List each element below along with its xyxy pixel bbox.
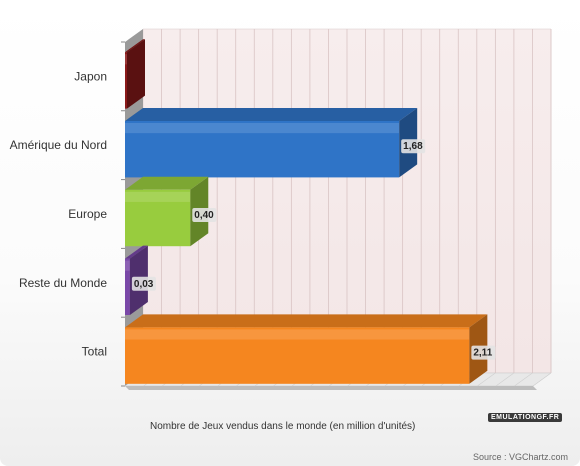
category-label: Japon — [74, 69, 107, 83]
value-label-box — [401, 139, 426, 154]
chart-floor-edge — [125, 386, 537, 390]
category-label: Europe — [68, 207, 107, 221]
bar-top-face — [125, 176, 209, 190]
bar-highlight — [125, 122, 400, 134]
bar-highlight — [125, 260, 130, 271]
bar-top-face — [125, 245, 148, 259]
source-credit: Source : VGChartz.com — [472, 452, 568, 462]
bar-highlight — [125, 54, 127, 65]
value-label: 1,68 — [403, 141, 423, 152]
bar-am-rique-du-nord — [125, 107, 418, 178]
floor-grid-line — [495, 372, 515, 387]
category-label: Amérique du Nord — [10, 138, 107, 152]
value-label: 0,03 — [134, 279, 154, 290]
x-axis-label: Nombre de Jeux vendus dans le monde (en … — [150, 421, 416, 432]
floor-grid-line — [477, 372, 496, 387]
value-label: 0,40 — [194, 210, 214, 221]
value-label: 2,11 — [473, 348, 492, 359]
bar-top-face — [125, 107, 418, 121]
bar-front-face — [125, 52, 127, 109]
floor-grid-line — [532, 372, 552, 387]
category-label: Total — [82, 345, 107, 359]
value-label-box — [131, 276, 156, 291]
value-label-box — [471, 345, 496, 360]
bar-front-face — [125, 258, 130, 316]
bar-end-face — [127, 39, 145, 109]
bar-highlight — [125, 329, 470, 340]
bar-japon — [125, 39, 145, 109]
watermark-logo: EMULATIONGF.FR — [488, 413, 563, 422]
bar-highlight — [125, 191, 191, 202]
bar-top-face — [125, 39, 145, 53]
bar-top-face — [125, 314, 488, 328]
floor-grid-line — [514, 372, 533, 387]
bar-total — [125, 314, 488, 384]
value-label-box — [192, 208, 217, 222]
category-label: Reste du Monde — [19, 276, 107, 290]
